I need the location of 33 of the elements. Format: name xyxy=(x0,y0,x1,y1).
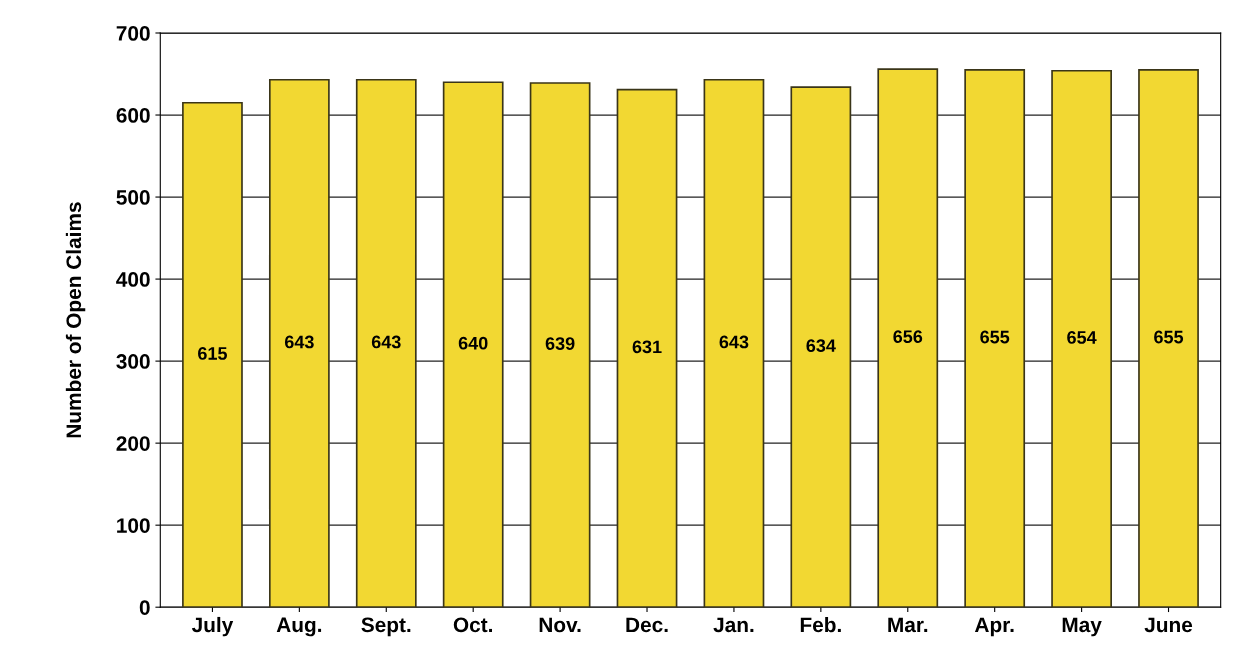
y-tick-label: 200 xyxy=(116,436,150,451)
x-tick-label: Jan. xyxy=(713,617,754,633)
y-tick-label: 100 xyxy=(117,518,150,533)
x-tick-label: Dec. xyxy=(626,617,668,633)
data-label: 643 xyxy=(719,335,749,349)
y-tick-label: 600 xyxy=(116,108,150,123)
y-tick-label: 0 xyxy=(139,600,150,615)
x-tick-label: July xyxy=(191,616,234,637)
y-tick-label: 700 xyxy=(116,26,150,41)
y-tick-label: 300 xyxy=(116,354,150,369)
x-tick-label: Feb. xyxy=(800,616,841,633)
y-tick-label: 500 xyxy=(116,190,150,205)
data-label: 655 xyxy=(1154,330,1184,344)
data-label: 639 xyxy=(545,337,575,350)
data-label: 643 xyxy=(284,335,314,349)
data-label: 654 xyxy=(1067,331,1097,344)
y-tick-label: 400 xyxy=(116,272,150,287)
data-label: 643 xyxy=(371,335,401,349)
data-label: 615 xyxy=(198,347,227,360)
data-label: 634 xyxy=(806,339,836,353)
data-label: 631 xyxy=(632,340,662,354)
x-tick-label: Oct. xyxy=(453,617,493,633)
x-tick-label: Mar. xyxy=(888,617,928,633)
x-tick-label: Aug. xyxy=(276,617,322,637)
data-label: 640 xyxy=(458,336,488,350)
x-tick-label: Apr. xyxy=(974,617,1014,637)
data-label: 656 xyxy=(893,330,923,343)
data-label: 655 xyxy=(980,330,1010,344)
x-tick-label: May xyxy=(1062,617,1102,637)
x-tick-label: June xyxy=(1144,617,1193,633)
y-axis-title: Number of Open Claims xyxy=(65,202,86,438)
x-tick-label: Sept. xyxy=(361,617,411,637)
x-tick-label: Nov. xyxy=(539,617,581,633)
